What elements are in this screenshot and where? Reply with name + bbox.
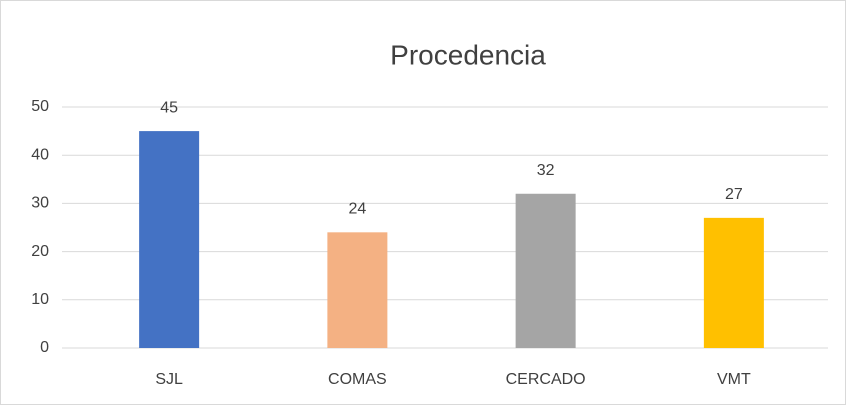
y-tick-label: 20 xyxy=(31,243,49,260)
y-tick-label: 0 xyxy=(40,339,49,356)
x-tick-label: CERCADO xyxy=(506,371,586,388)
y-tick-label: 10 xyxy=(31,291,49,308)
x-tick-label: VMT xyxy=(717,371,751,388)
x-tick-label: COMAS xyxy=(328,371,387,388)
data-label: 32 xyxy=(537,162,555,179)
bar xyxy=(703,217,764,348)
y-tick-label: 30 xyxy=(31,195,49,212)
bar xyxy=(515,193,576,348)
y-tick-label: 40 xyxy=(31,146,49,163)
bar xyxy=(139,131,200,348)
data-label: 24 xyxy=(348,201,366,218)
data-label: 45 xyxy=(160,99,178,116)
chart-title: Procedencia xyxy=(390,39,546,70)
y-tick-label: 50 xyxy=(31,98,49,115)
data-label: 27 xyxy=(725,186,743,203)
bar xyxy=(327,232,388,348)
x-tick-label: SJL xyxy=(155,371,183,388)
